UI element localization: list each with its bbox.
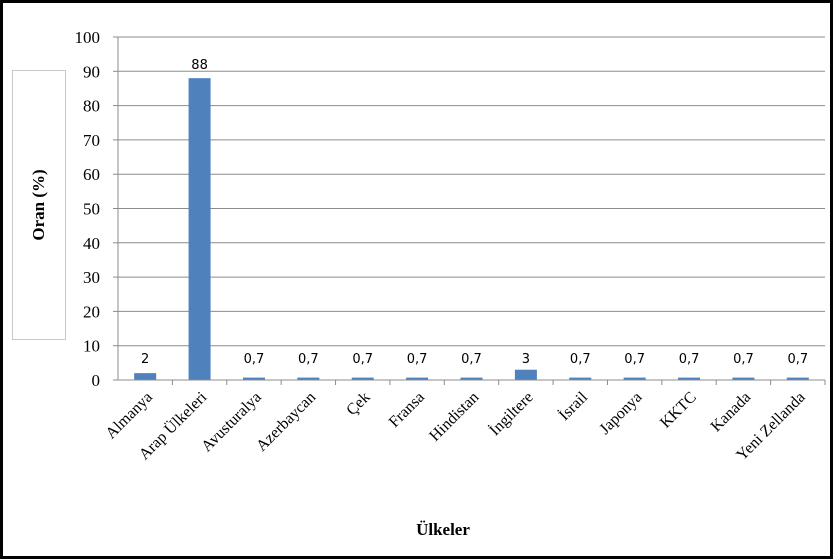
bar <box>678 377 701 380</box>
y-tick-label: 100 <box>75 28 101 47</box>
data-label: 0,7 <box>733 352 754 367</box>
data-label: 0,7 <box>352 352 373 367</box>
y-tick-label: 40 <box>83 234 100 253</box>
data-label: 2 <box>141 352 149 367</box>
y-tick-label: 30 <box>83 268 100 287</box>
y-tick-label: 50 <box>83 200 100 219</box>
axes <box>117 37 826 385</box>
bar <box>134 373 157 380</box>
y-tick-label: 80 <box>83 97 100 116</box>
x-tick-label: İngiltere <box>486 388 537 439</box>
data-label: 0,7 <box>787 352 808 367</box>
data-label: 0,7 <box>624 352 645 367</box>
x-tick-label: KKTC <box>657 389 700 432</box>
data-label: 0,7 <box>298 352 319 367</box>
bar <box>569 377 592 380</box>
data-label: 0,7 <box>244 352 265 367</box>
bar <box>406 377 429 380</box>
data-label: 0,7 <box>461 352 482 367</box>
y-tick-labels: 0 10 20 30 40 50 60 70 80 90 100 <box>75 28 101 390</box>
data-label: 88 <box>191 58 208 73</box>
bar <box>297 377 320 380</box>
x-tick-label: Kanada <box>708 389 755 436</box>
y-tick-label: 90 <box>83 62 100 81</box>
bar <box>351 377 374 380</box>
data-label: 0,7 <box>407 352 428 367</box>
x-tick-label: İsrail <box>555 388 591 424</box>
bar <box>623 377 646 380</box>
x-tick-label: Fransa <box>386 389 428 431</box>
y-tick-label: 60 <box>83 165 100 184</box>
bar <box>242 377 265 380</box>
bar <box>460 377 483 380</box>
y-tick-label: 20 <box>83 302 100 321</box>
data-label: 3 <box>522 352 530 367</box>
data-label: 0,7 <box>570 352 591 367</box>
x-tick-label: Hindistan <box>426 389 482 445</box>
bar <box>732 377 755 380</box>
y-tick-label: 70 <box>83 131 100 150</box>
bars <box>134 78 809 380</box>
x-tick-label: Japonya <box>596 389 645 438</box>
x-axis-title: Ülkeler <box>416 520 470 539</box>
bar <box>514 369 537 380</box>
data-label: 0,7 <box>679 352 700 367</box>
y-tick-label: 0 <box>92 371 101 390</box>
bar <box>786 377 809 380</box>
data-labels: 2 88 0,7 0,7 0,7 0,7 0,7 3 0,7 0,7 0,7 0,7 0,7 <box>141 58 808 367</box>
bar <box>188 78 211 380</box>
x-tick-label: Çek <box>343 389 373 419</box>
gridlines <box>113 36 825 381</box>
x-tick-label: Almanya <box>103 389 156 442</box>
y-tick-label: 10 <box>83 337 100 356</box>
y-axis-title-box <box>12 70 66 340</box>
x-tick-label: Azerbaycan <box>253 389 319 455</box>
